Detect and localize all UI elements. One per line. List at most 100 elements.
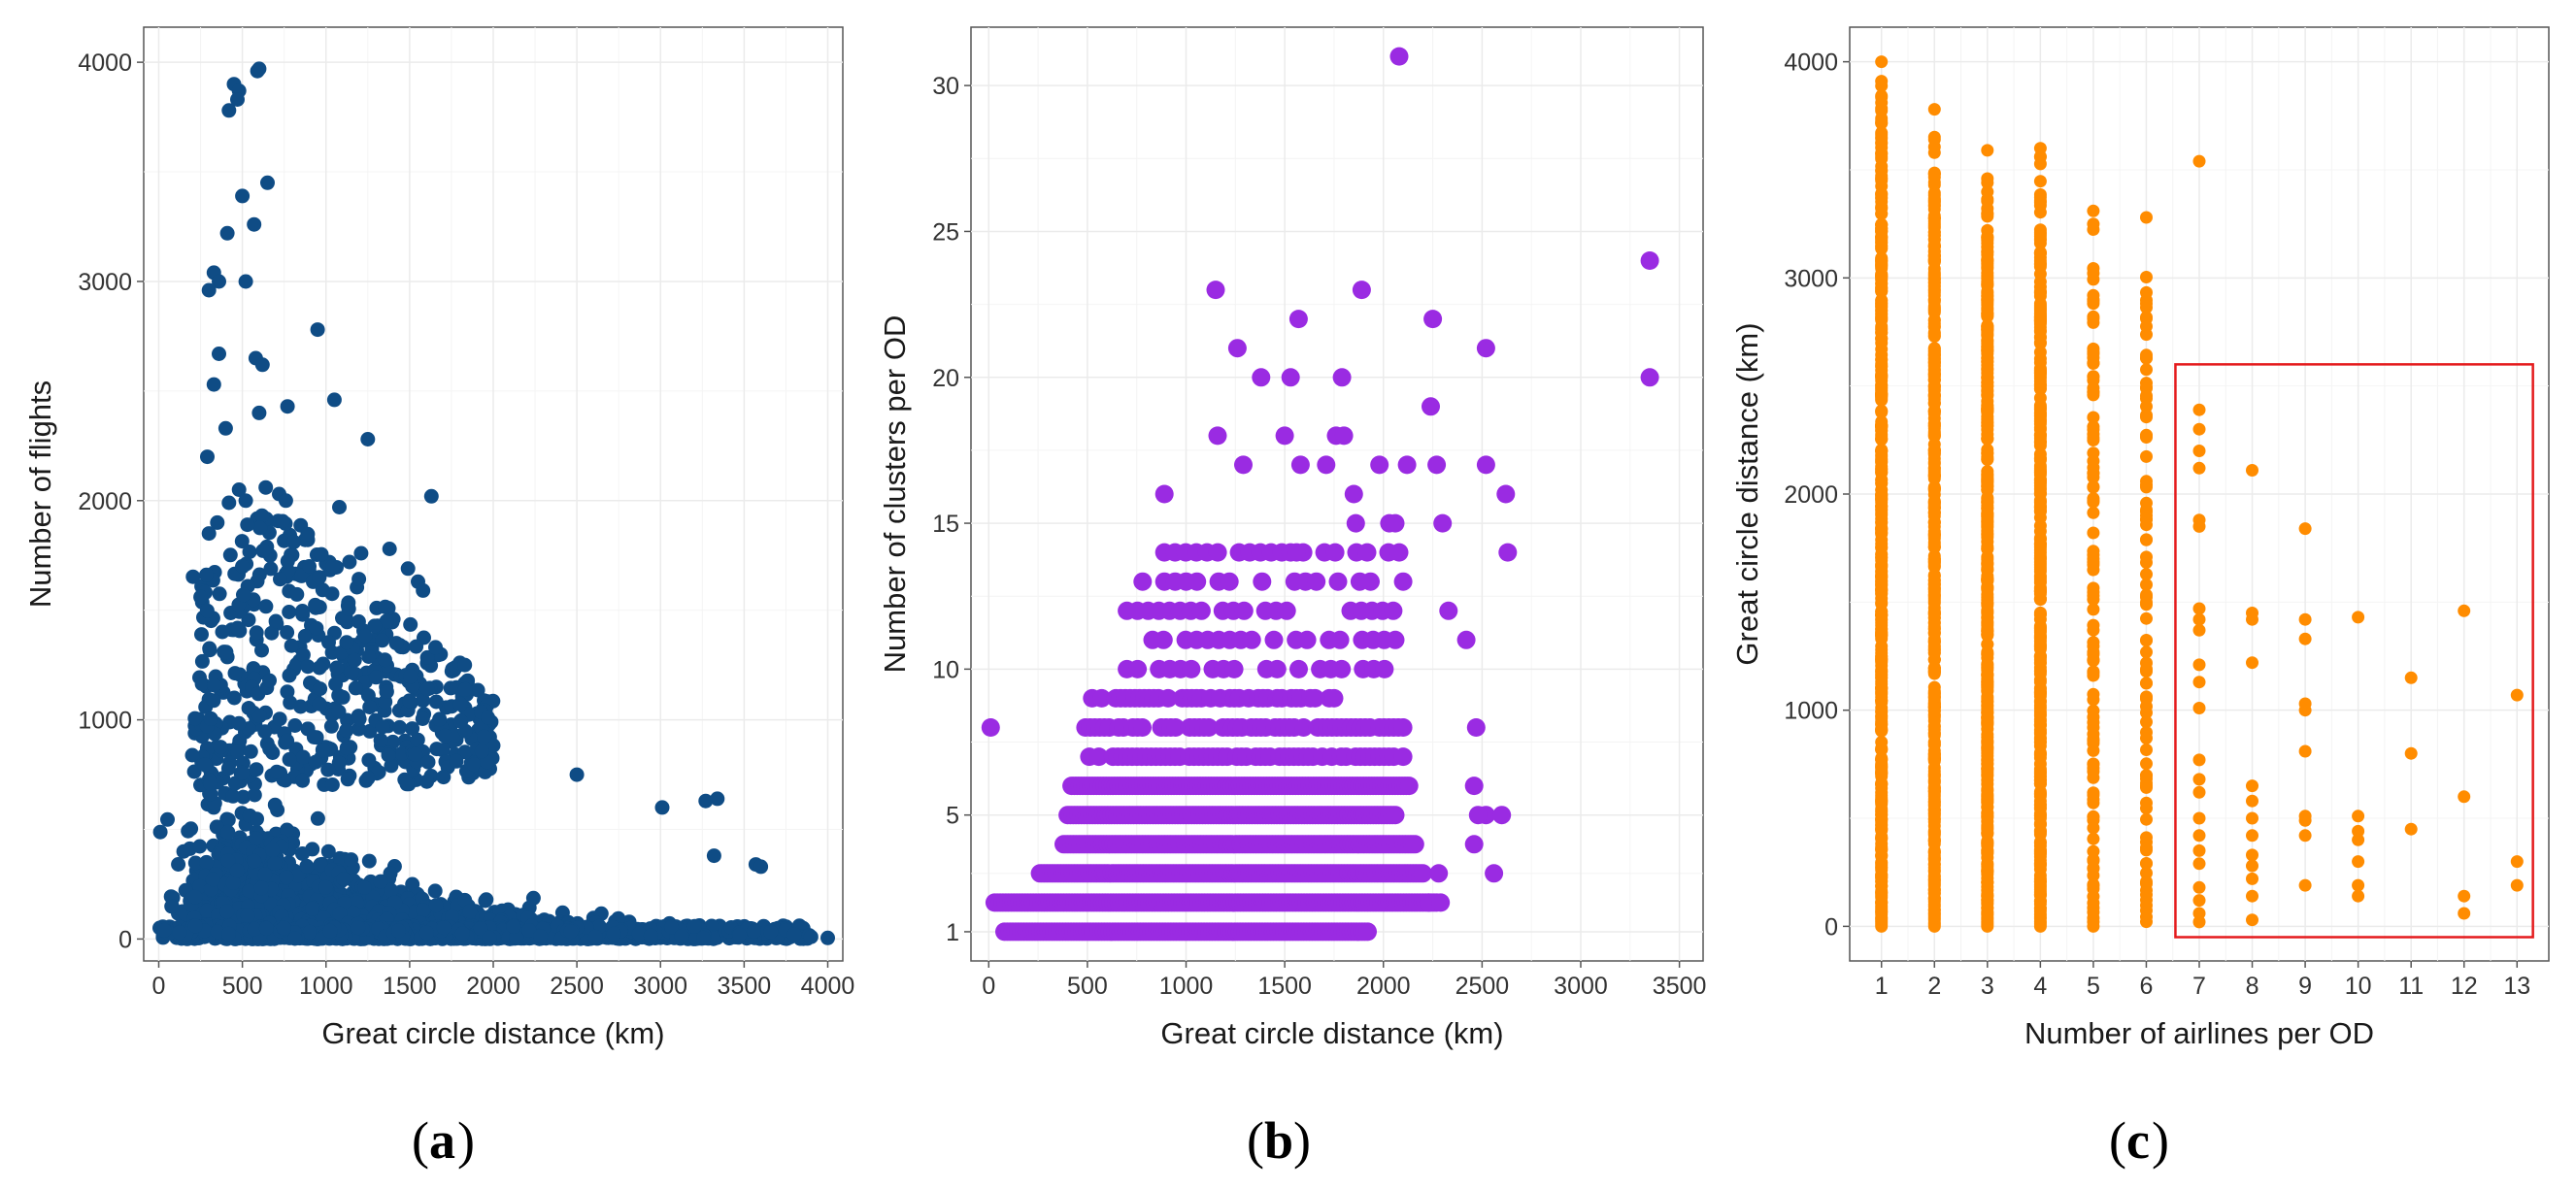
data-point bbox=[419, 774, 435, 789]
data-point bbox=[482, 930, 497, 945]
data-point bbox=[206, 377, 221, 392]
data-point bbox=[357, 628, 373, 644]
data-point bbox=[313, 681, 328, 697]
data-point bbox=[194, 653, 210, 669]
data-point bbox=[218, 645, 234, 660]
data-point bbox=[294, 604, 310, 618]
data-point bbox=[474, 744, 489, 759]
data-point bbox=[220, 824, 236, 840]
panel-a-scatter-plot: 0 500 1000 1500 2000 2500 3000 3500 4000 0100020… bbox=[23, 26, 854, 1170]
data-point bbox=[260, 175, 275, 190]
data-point bbox=[217, 420, 233, 436]
data-point bbox=[172, 925, 187, 941]
data-point bbox=[360, 771, 376, 786]
panel-a-close-paren: ) bbox=[457, 1111, 475, 1170]
data-point bbox=[199, 567, 214, 582]
data-point bbox=[314, 546, 329, 562]
data-point bbox=[249, 831, 264, 846]
x-tick-label: 1500 bbox=[383, 973, 437, 1000]
x-tick-label: 2000 bbox=[466, 973, 520, 1000]
data-point bbox=[282, 605, 297, 619]
data-point bbox=[339, 741, 354, 756]
data-point bbox=[295, 846, 310, 861]
data-point bbox=[353, 545, 369, 561]
data-point bbox=[280, 553, 295, 569]
data-point bbox=[268, 613, 284, 629]
data-point bbox=[258, 599, 274, 614]
data-point bbox=[415, 711, 430, 726]
data-point bbox=[247, 853, 262, 869]
data-point bbox=[184, 747, 200, 763]
data-point bbox=[342, 554, 357, 570]
data-point bbox=[220, 761, 236, 777]
data-point bbox=[306, 730, 321, 744]
data-point bbox=[201, 282, 217, 298]
panel-a-x-axis-title: Great circle distance (km) bbox=[321, 1016, 664, 1050]
data-point bbox=[267, 855, 283, 871]
data-point bbox=[481, 710, 495, 725]
data-point bbox=[254, 643, 269, 658]
data-point bbox=[252, 520, 268, 536]
x-tick-label: 3000 bbox=[633, 973, 687, 1000]
data-point bbox=[1413, 864, 1432, 883]
data-point bbox=[282, 668, 297, 683]
data-point bbox=[262, 673, 277, 688]
data-point bbox=[803, 929, 819, 944]
data-point bbox=[241, 701, 256, 715]
data-point bbox=[212, 347, 226, 361]
data-point bbox=[295, 773, 311, 788]
x-tick-label: 1000 bbox=[299, 973, 353, 1000]
data-point bbox=[255, 543, 271, 558]
data-point bbox=[152, 824, 168, 840]
data-point bbox=[251, 405, 267, 420]
data-point bbox=[193, 589, 209, 605]
data-point bbox=[331, 704, 347, 719]
x-tick-label: 500 bbox=[222, 973, 263, 1000]
data-point bbox=[479, 892, 494, 908]
data-point bbox=[402, 693, 418, 709]
data-point bbox=[753, 859, 769, 875]
data-point bbox=[302, 559, 317, 574]
data-point bbox=[219, 225, 235, 241]
data-point bbox=[312, 570, 327, 585]
data-point bbox=[312, 696, 327, 711]
data-point bbox=[454, 926, 470, 942]
data-point bbox=[1405, 835, 1424, 854]
data-point bbox=[276, 920, 291, 936]
data-point bbox=[457, 681, 473, 697]
data-point bbox=[279, 870, 294, 885]
data-point bbox=[786, 927, 802, 942]
data-point bbox=[391, 923, 406, 939]
data-point bbox=[315, 582, 330, 598]
data-point bbox=[280, 733, 295, 748]
data-point bbox=[247, 787, 262, 803]
data-point bbox=[262, 742, 278, 757]
data-point bbox=[449, 753, 464, 769]
data-point bbox=[400, 561, 416, 577]
data-point bbox=[181, 823, 196, 839]
data-point bbox=[258, 920, 274, 936]
data-point bbox=[326, 392, 342, 408]
data-point bbox=[420, 754, 436, 770]
data-point bbox=[201, 526, 217, 542]
data-point bbox=[381, 747, 396, 763]
data-point bbox=[477, 729, 492, 744]
x-tick-label: 2500 bbox=[550, 973, 604, 1000]
data-point bbox=[229, 863, 245, 878]
data-point bbox=[282, 751, 297, 767]
data-point bbox=[258, 479, 274, 495]
data-point bbox=[236, 789, 251, 805]
data-point bbox=[428, 694, 444, 710]
data-point bbox=[249, 625, 264, 641]
data-point bbox=[643, 928, 658, 943]
data-point bbox=[341, 601, 356, 616]
data-point bbox=[156, 922, 172, 938]
data-point bbox=[428, 898, 444, 913]
data-point bbox=[432, 711, 448, 727]
data-point bbox=[423, 488, 439, 504]
data-point bbox=[706, 848, 721, 864]
data-point bbox=[286, 534, 302, 549]
data-point bbox=[187, 918, 203, 934]
data-point bbox=[357, 880, 372, 895]
